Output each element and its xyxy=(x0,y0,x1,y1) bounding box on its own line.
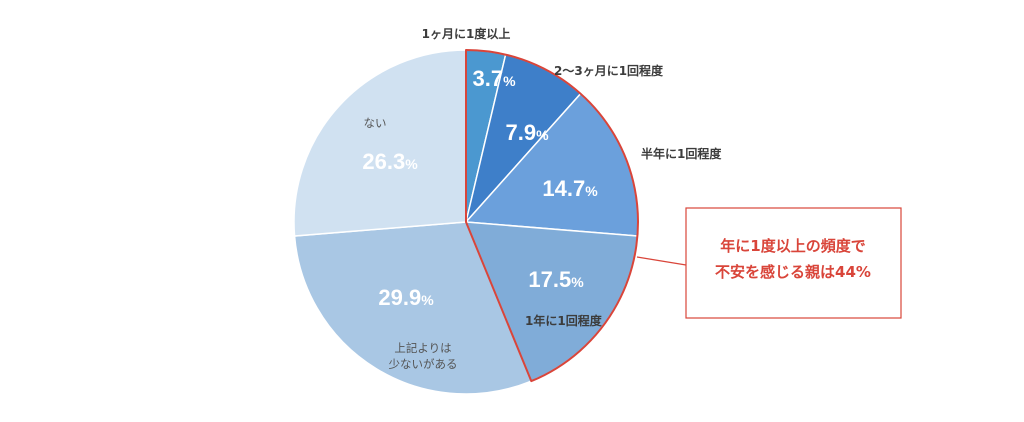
slice-value-label-1: 7.9% xyxy=(505,120,549,145)
slice-category-label-3: 1年に1回程度 xyxy=(525,313,603,328)
callout: 年に1度以上の頻度で 不安を感じる親は44% xyxy=(636,207,902,319)
pie-labels: 1ヶ月に1度以上 3.7% 2〜3ヶ月に1回程度 7.9% 半年に1回程度 14.7% 1年… xyxy=(362,26,722,371)
slice-value-label-2: 14.7% xyxy=(542,176,598,201)
slice-category-label-5: ない xyxy=(364,116,387,130)
slice-value-label-5: 26.3% xyxy=(362,149,418,174)
highlight-outline-group xyxy=(465,49,639,383)
pie-slices xyxy=(293,49,639,395)
slice-value-label-4: 29.9% xyxy=(378,285,434,310)
slice-category-label-4: 上記よりは少ないがある xyxy=(389,341,458,371)
callout-connector-line xyxy=(636,256,687,266)
pie-slice-5 xyxy=(293,49,467,237)
slice-category-label-1: 2〜3ヶ月に1回程度 xyxy=(554,63,664,78)
slice-value-label-0: 3.7% xyxy=(472,66,516,91)
highlight-outline xyxy=(465,49,639,383)
pie-slice-4 xyxy=(293,221,533,395)
callout-line-2: 不安を感じる親は44% xyxy=(715,263,871,281)
callout-line-1: 年に1度以上の頻度で xyxy=(720,237,865,255)
slice-category-label-0: 1ヶ月に1度以上 xyxy=(422,26,511,41)
slice-value-label-3: 17.5% xyxy=(528,267,584,292)
slice-category-label-2: 半年に1回程度 xyxy=(641,146,722,161)
callout-box xyxy=(685,207,902,319)
